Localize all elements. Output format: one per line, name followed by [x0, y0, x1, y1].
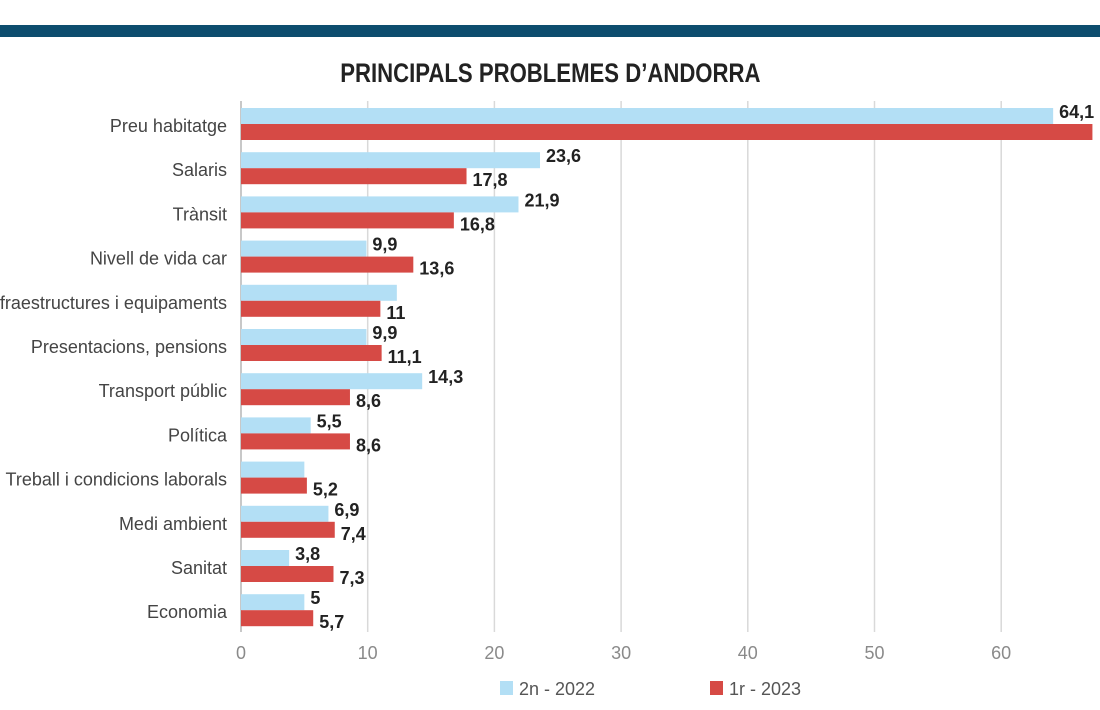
- x-tick-label: 20: [484, 643, 504, 663]
- value-label: 21,9: [524, 190, 559, 210]
- value-label: 14,3: [428, 367, 463, 387]
- x-tick-label: 40: [738, 643, 758, 663]
- bar-2023: [241, 566, 334, 582]
- bar-2022: [241, 240, 367, 257]
- category-label: Política: [168, 425, 228, 445]
- x-tick-label: 60: [991, 643, 1011, 663]
- value-label: 9,9: [372, 323, 397, 343]
- category-label: Preu habitatge: [110, 116, 227, 136]
- bar-2023: [241, 521, 335, 538]
- legend-swatch-2023: [710, 681, 723, 695]
- value-label: 6,9: [334, 500, 359, 520]
- value-label: 17,8: [473, 170, 508, 190]
- bar-2022: [241, 461, 305, 478]
- value-label: 7,4: [341, 524, 366, 544]
- value-label: 11,1: [388, 347, 422, 367]
- chart-title: PRINCIPALS PROBLEMES D’ANDORRA: [340, 58, 761, 88]
- legend: 2n - 2022 1r - 2023: [500, 679, 801, 699]
- bar-2023: [241, 345, 382, 361]
- labels: 0 10 20 30 40 50 60 Preu habitatge 64,1 Salaris 23…: [0, 102, 1094, 663]
- value-label: 64,1: [1059, 102, 1094, 122]
- bar-2022: [241, 329, 367, 345]
- bar-2022: [241, 505, 329, 522]
- legend-label-2022: 2n - 2022: [519, 679, 595, 699]
- value-label: 11: [386, 303, 405, 323]
- category-label: Infraestructures i equipaments: [0, 293, 227, 313]
- bar-2023: [241, 124, 1093, 140]
- value-label: 5,5: [317, 411, 342, 431]
- bar-2023: [241, 300, 381, 317]
- value-label: 9,9: [372, 235, 397, 255]
- bar-2023: [241, 168, 467, 185]
- value-label: 7,3: [339, 568, 364, 588]
- value-label: 13,6: [419, 259, 454, 279]
- category-label: Trànsit: [173, 204, 227, 224]
- grid-lines: [240, 101, 1002, 632]
- category-label: Nivell de vida car: [90, 249, 227, 269]
- bar-2022: [241, 594, 305, 611]
- x-tick-label: 50: [864, 643, 884, 663]
- x-tick-label: 0: [236, 643, 246, 663]
- legend-swatch-2022: [500, 681, 513, 695]
- category-label: Medi ambient: [119, 514, 227, 534]
- category-label: Sanitat: [171, 558, 227, 578]
- value-label: 5,2: [313, 480, 338, 500]
- value-label: 3,8: [295, 544, 320, 564]
- category-label: Salaris: [172, 160, 227, 180]
- bar-2023: [241, 389, 350, 406]
- bar-2023: [241, 433, 350, 450]
- bar-2022: [241, 284, 397, 301]
- bar-2022: [241, 152, 541, 169]
- x-tick-label: 30: [611, 643, 631, 663]
- bar-2022: [241, 196, 519, 213]
- category-label: Presentacions, pensions: [31, 337, 227, 357]
- bar-2022: [241, 373, 423, 390]
- category-label: Transport públic: [99, 381, 227, 401]
- bars: [241, 108, 1093, 627]
- category-label: Economia: [147, 602, 228, 622]
- value-label: 5: [310, 588, 320, 608]
- top-color-band: [0, 25, 1100, 37]
- category-label: Treball i condicions laborals: [6, 470, 227, 490]
- value-label: 5,7: [319, 612, 344, 632]
- value-label: 16,8: [460, 214, 495, 234]
- legend-label-2023: 1r - 2023: [729, 679, 801, 699]
- bar-2023: [241, 256, 414, 273]
- bar-2023: [241, 610, 314, 627]
- bar-2022: [241, 108, 1054, 124]
- value-label: 8,6: [356, 435, 381, 455]
- bar-2022: [241, 417, 311, 434]
- value-label: 8,6: [356, 391, 381, 411]
- value-label: 23,6: [546, 146, 581, 166]
- x-tick-label: 10: [358, 643, 378, 663]
- bar-2023: [241, 212, 454, 229]
- bar-2023: [241, 477, 307, 494]
- bar-2022: [241, 550, 290, 566]
